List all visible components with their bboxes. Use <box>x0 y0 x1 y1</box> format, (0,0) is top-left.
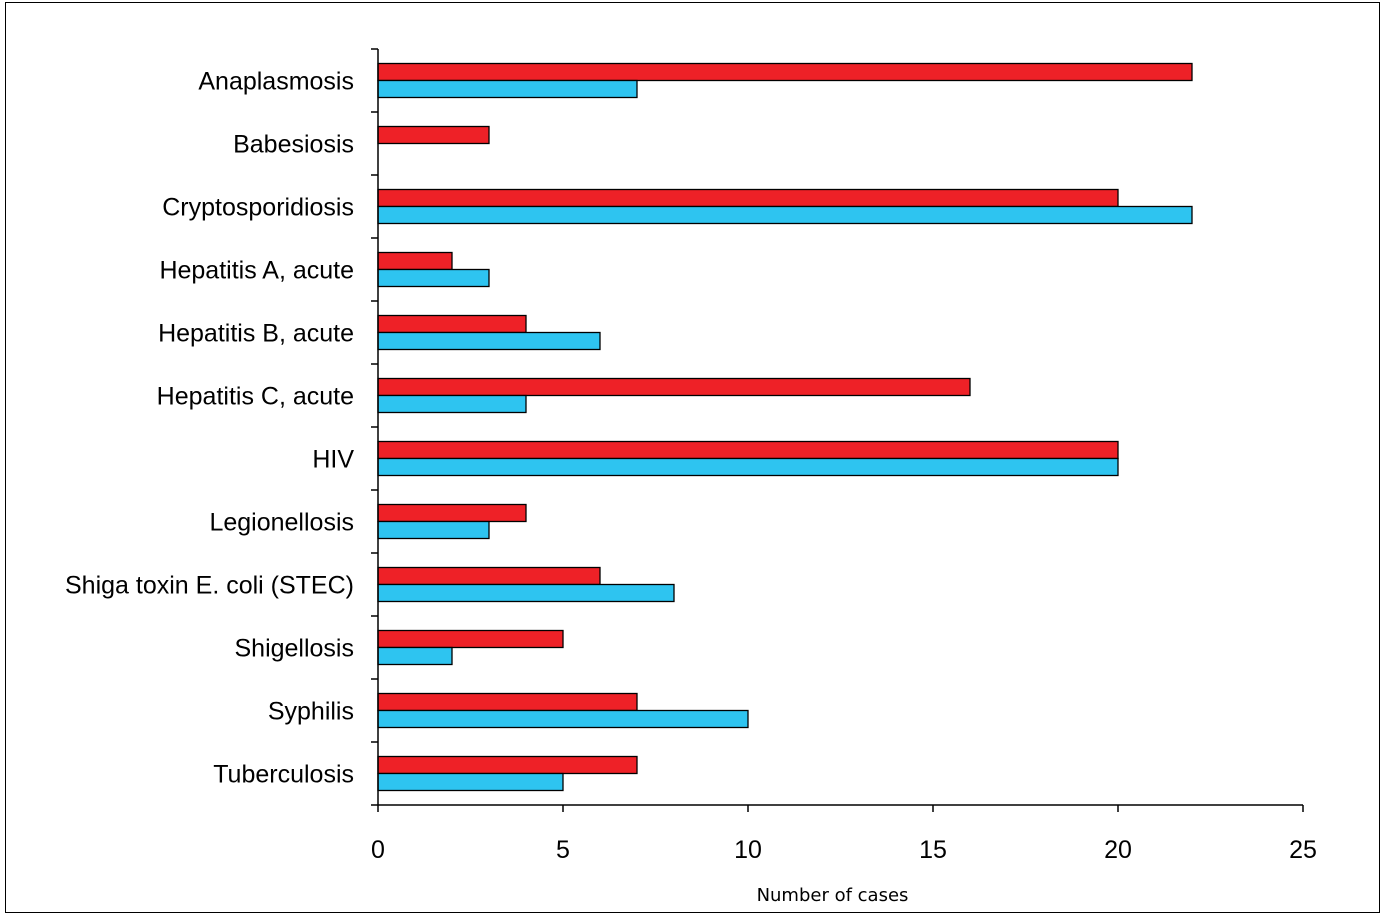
bars-group <box>377 62 1193 792</box>
x-tick-label: 25 <box>1289 836 1317 864</box>
bar-series-1 <box>377 755 638 775</box>
x-axis-title: Number of cases <box>757 885 909 906</box>
x-ticks-group <box>377 805 1304 812</box>
bar-series-2 <box>377 79 638 99</box>
bar-series-2 <box>377 331 601 351</box>
category-label: Shiga toxin E. coli (STEC) <box>65 572 354 600</box>
category-labels-group: Anaplasmosis Babesiosis Cryptosporidiosis H… <box>65 68 354 789</box>
category-label: Syphilis <box>268 698 354 726</box>
x-tick-label: 5 <box>556 836 570 864</box>
y-ticks-group <box>371 48 378 806</box>
bar-series-2 <box>377 457 1119 477</box>
category-label: Hepatitis B, acute <box>158 320 354 348</box>
bar-series-2 <box>377 520 490 540</box>
x-tick-label: 20 <box>1104 836 1132 864</box>
bar-series-1 <box>377 566 601 586</box>
category-label: HIV <box>312 446 354 474</box>
category-label: Babesiosis <box>233 131 354 159</box>
bar-series-1 <box>377 377 971 397</box>
bar-series-2 <box>377 583 675 603</box>
bar-series-1 <box>377 314 527 334</box>
chart-frame <box>5 2 1380 913</box>
x-tick-labels-group: 0 5 10 15 20 25 <box>371 836 1317 864</box>
category-label: Cryptosporidiosis <box>162 194 354 222</box>
category-label: Shigellosis <box>234 635 354 663</box>
bar-series-1 <box>377 62 1193 82</box>
bar-series-1 <box>377 440 1119 460</box>
bar-series-1 <box>377 629 564 649</box>
bar-series-1 <box>377 692 638 712</box>
bar-series-2 <box>377 772 564 792</box>
x-tick-label: 15 <box>919 836 947 864</box>
category-label: Tuberculosis <box>213 761 354 789</box>
x-tick-label: 0 <box>371 836 385 864</box>
bar-series-2 <box>377 646 453 666</box>
x-tick-label: 10 <box>734 836 762 864</box>
bar-series-2 <box>377 394 527 414</box>
bar-series-2 <box>377 709 749 729</box>
bar-series-1 <box>377 188 1119 208</box>
bar-series-2 <box>377 205 1193 225</box>
category-label: Hepatitis C, acute <box>157 383 354 411</box>
bar-series-2 <box>377 268 490 288</box>
category-label: Legionellosis <box>209 509 354 537</box>
bar-series-1 <box>377 503 527 523</box>
bar-series-1 <box>377 251 453 271</box>
category-label: Anaplasmosis <box>198 68 354 96</box>
bar-series-1 <box>377 125 490 145</box>
category-label: Hepatitis A, acute <box>159 257 354 285</box>
